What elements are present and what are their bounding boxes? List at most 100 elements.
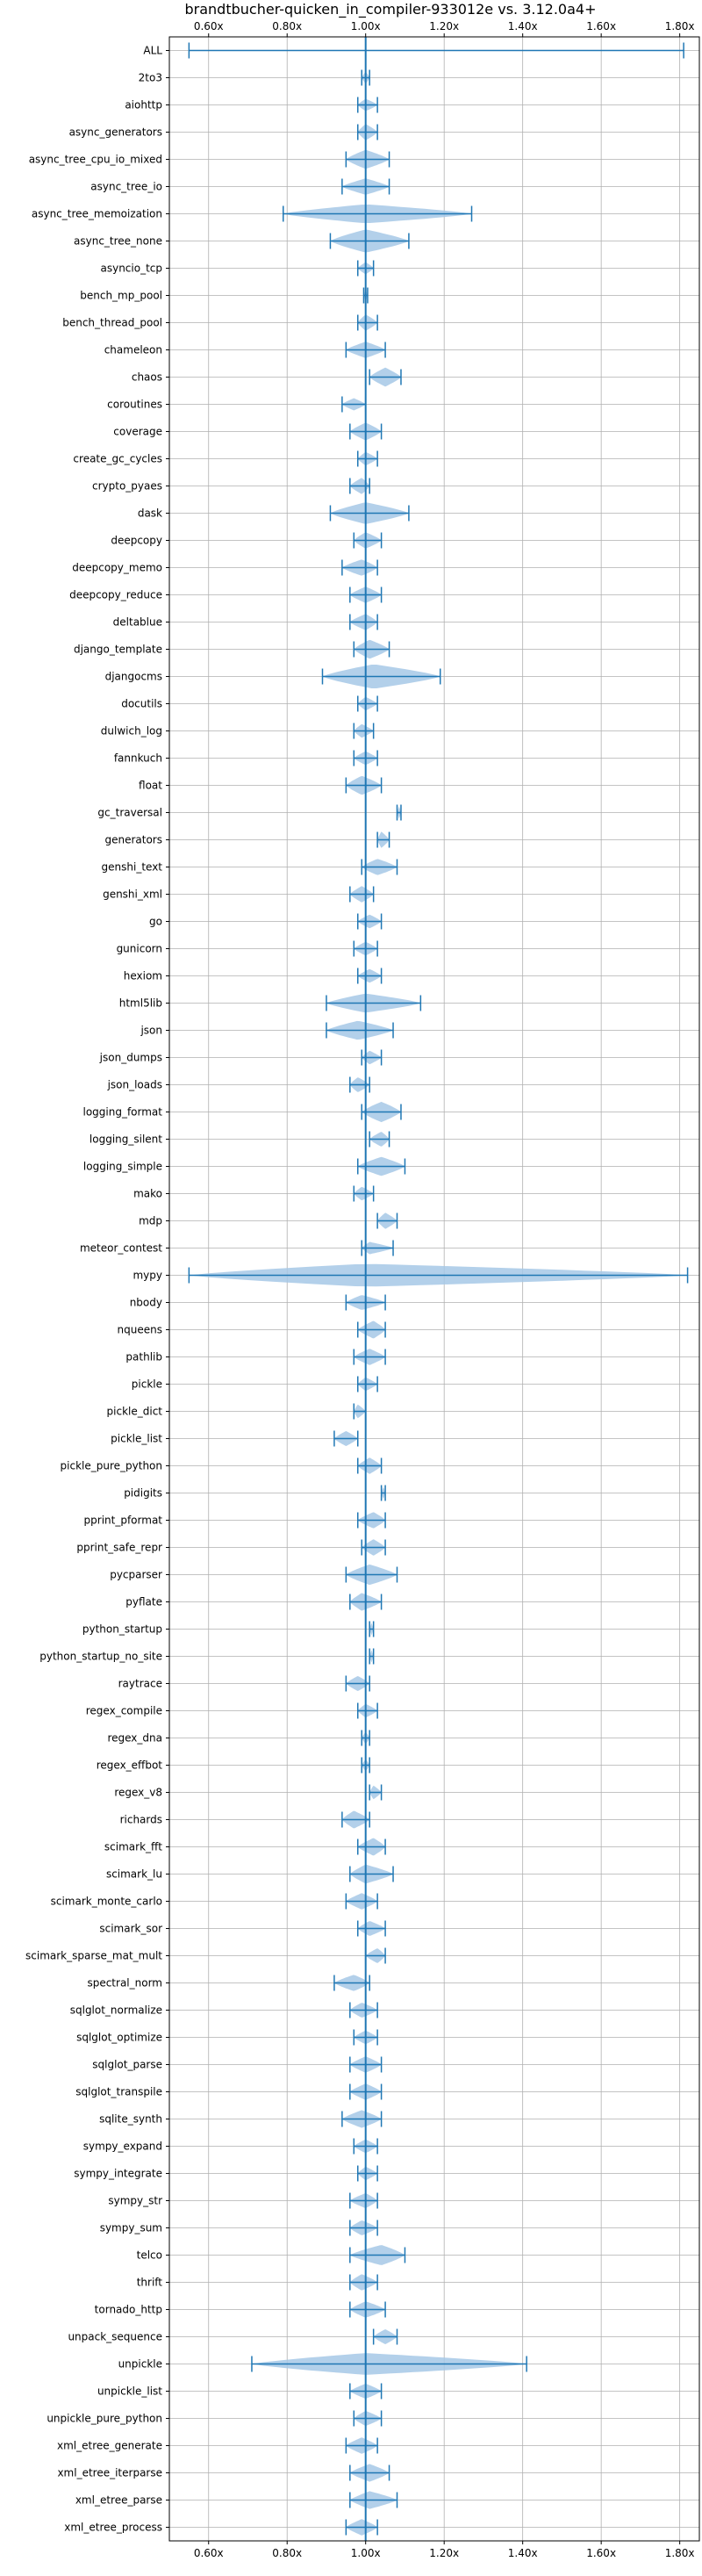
category-label: regex_v8	[114, 1787, 162, 1799]
category-label: deepcopy	[111, 535, 162, 547]
category-label: scimark_fft	[104, 1841, 162, 1853]
category-label: nqueens	[118, 1324, 162, 1336]
category-label: deepcopy_memo	[72, 562, 162, 574]
x-tick-label-top: 1.80x	[665, 20, 695, 32]
category-label: hexiom	[124, 970, 162, 982]
category-label: regex_effbot	[97, 1759, 163, 1772]
category-label: telco	[137, 2249, 162, 2262]
category-label: deltablue	[113, 616, 162, 629]
x-tick-label-bottom: 0.60x	[194, 2547, 224, 2559]
category-label: float	[139, 780, 162, 792]
category-label: unpack_sequence	[68, 2331, 162, 2343]
category-label: async_generators	[69, 126, 162, 139]
category-label: pickle_pure_python	[61, 1460, 162, 1472]
category-label: python_startup_no_site	[39, 1651, 162, 1663]
x-tick-label-top: 0.60x	[194, 20, 224, 32]
category-label: coverage	[113, 426, 162, 438]
category-label: unpickle	[118, 2358, 162, 2371]
x-tick-label-bottom: 1.20x	[429, 2547, 459, 2559]
category-label: ALL	[143, 45, 162, 57]
category-label: async_tree_memoization	[32, 208, 162, 220]
category-label: scimark_lu	[106, 1868, 162, 1881]
category-label: go	[149, 916, 162, 928]
category-label: async_tree_none	[74, 235, 162, 248]
category-label: coroutines	[107, 399, 162, 411]
category-label: bench_mp_pool	[80, 290, 162, 302]
category-label: aiohttp	[125, 99, 162, 112]
category-label: sqlglot_optimize	[76, 2032, 162, 2044]
category-label: deepcopy_reduce	[69, 589, 162, 601]
x-tick-label-bottom: 0.80x	[272, 2547, 302, 2559]
category-label: gc_traversal	[97, 807, 162, 819]
category-label: raytrace	[118, 1678, 162, 1690]
x-tick-label-top: 1.60x	[586, 20, 616, 32]
category-label: pycparser	[110, 1569, 162, 1581]
category-label: json_loads	[107, 1079, 162, 1091]
category-label: fannkuch	[114, 752, 162, 765]
category-label: json_dumps	[99, 1052, 162, 1064]
x-tick-label-top: 0.80x	[272, 20, 302, 32]
x-tick-label-bottom: 1.60x	[586, 2547, 616, 2559]
category-label: thrift	[137, 2277, 163, 2289]
category-label: logging_silent	[90, 1133, 162, 1146]
category-label: async_tree_io	[90, 181, 162, 193]
category-label: pickle_dict	[107, 1406, 163, 1418]
category-label: sympy_sum	[100, 2222, 162, 2234]
x-tick-label-top: 1.20x	[429, 20, 459, 32]
category-label: 2to3	[139, 72, 162, 84]
category-label: dulwich_log	[101, 725, 162, 738]
category-label: sqlglot_normalize	[70, 2004, 162, 2017]
category-label: gunicorn	[117, 943, 162, 955]
category-label: unpickle_pure_python	[47, 2413, 162, 2425]
category-label: unpickle_list	[97, 2385, 162, 2398]
category-label: nbody	[130, 1297, 162, 1309]
category-label: json	[140, 1025, 162, 1037]
category-label: sqlite_synth	[99, 2113, 162, 2126]
category-label: docutils	[121, 698, 162, 710]
chart-title: brandtbucher-quicken_in_compiler-933012e…	[185, 1, 597, 18]
category-label: scimark_sparse_mat_mult	[25, 1950, 162, 1962]
category-label: django_template	[74, 644, 162, 656]
grid-layer	[169, 37, 699, 2541]
category-label: mako	[133, 1188, 162, 1200]
category-label: pprint_pformat	[84, 1515, 163, 1527]
category-label: meteor_contest	[80, 1242, 162, 1255]
category-label: richards	[120, 1814, 162, 1826]
category-label: logging_format	[82, 1106, 162, 1119]
category-label: bench_thread_pool	[62, 317, 162, 329]
axis-ticks: 0.60x 0.60x 0.80x 0.80x 1.00x 1.00x 1.20x 1.20x…	[166, 20, 695, 2559]
violin-layer	[188, 37, 689, 2541]
category-label: dask	[138, 507, 162, 520]
category-label: html5lib	[119, 997, 162, 1010]
category-label: pickle_list	[111, 1433, 162, 1445]
category-label: genshi_text	[102, 861, 163, 874]
category-label: scimark_monte_carlo	[51, 1896, 162, 1908]
category-label: sympy_str	[108, 2195, 162, 2207]
category-label: djangocms	[105, 671, 162, 683]
category-label: crypto_pyaes	[92, 480, 162, 493]
category-label: sympy_integrate	[74, 2168, 162, 2180]
category-label: chameleon	[104, 344, 162, 356]
category-label: pathlib	[125, 1351, 162, 1364]
x-tick-label-top: 1.40x	[508, 20, 538, 32]
category-label: xml_etree_iterparse	[57, 2467, 162, 2479]
category-label: logging_simple	[83, 1161, 162, 1173]
category-label: spectral_norm	[87, 1977, 162, 1990]
category-label: pprint_safe_repr	[76, 1542, 162, 1554]
category-label: async_tree_cpu_io_mixed	[29, 154, 162, 166]
category-label: genshi_xml	[103, 889, 162, 901]
category-label: chaos	[132, 371, 162, 384]
category-label: pyflate	[125, 1596, 162, 1608]
category-label: mdp	[139, 1215, 162, 1227]
category-label: scimark_sor	[99, 1923, 162, 1935]
category-label: xml_etree_parse	[75, 2494, 162, 2507]
category-label: asyncio_tcp	[100, 263, 162, 275]
x-tick-label-bottom: 1.00x	[351, 2547, 381, 2559]
category-label: pidigits	[124, 1487, 162, 1500]
plot-frame	[168, 36, 700, 2542]
category-label: sqlglot_transpile	[75, 2086, 162, 2098]
category-label: mypy	[133, 1270, 162, 1282]
category-label: python_startup	[82, 1623, 162, 1636]
